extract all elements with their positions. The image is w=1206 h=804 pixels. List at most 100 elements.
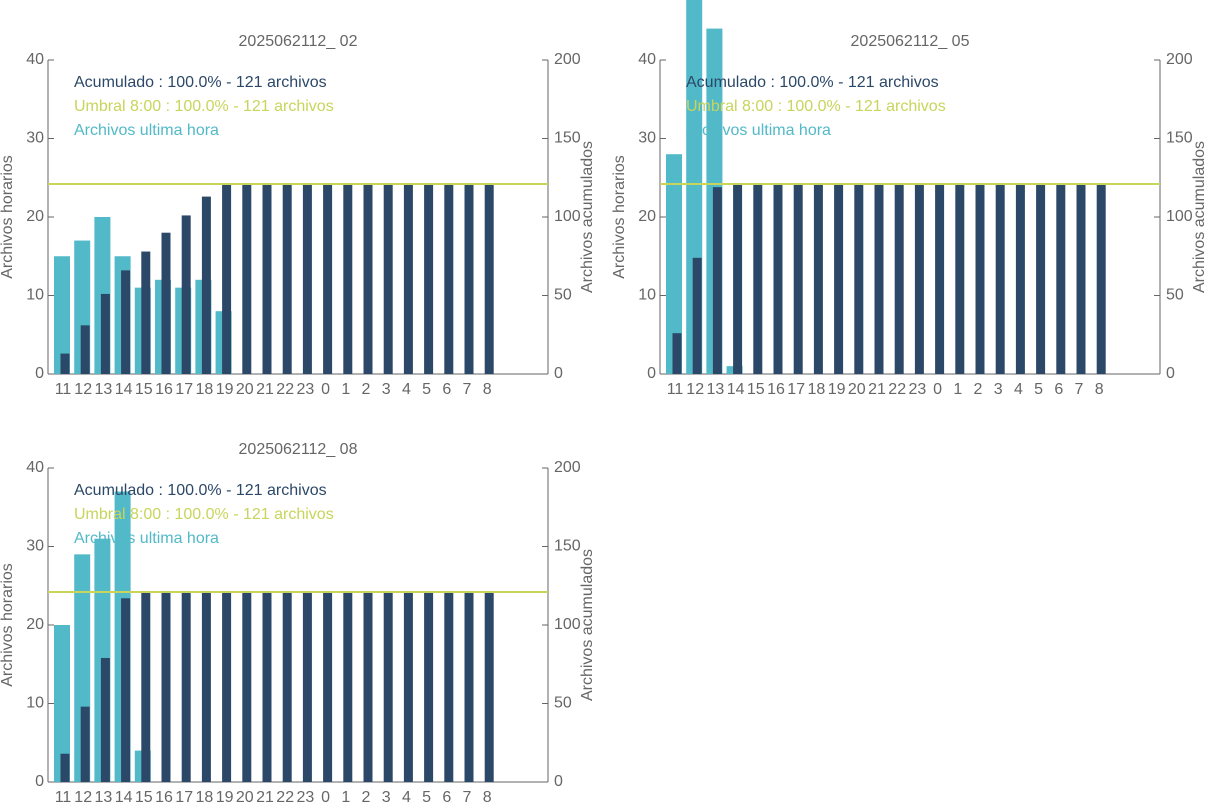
chart-title: 2025062112_ 05 bbox=[851, 33, 970, 50]
bar bbox=[302, 592, 312, 782]
y-axis-label: Archivos horarios bbox=[0, 155, 16, 279]
bar bbox=[201, 592, 211, 782]
bar bbox=[424, 184, 434, 374]
bar bbox=[813, 184, 823, 374]
bar bbox=[834, 184, 844, 374]
x-tick-label: 2 bbox=[362, 381, 371, 398]
bar bbox=[60, 353, 70, 374]
bar bbox=[100, 293, 110, 374]
x-tick-label: 5 bbox=[422, 789, 431, 804]
y2-axis-label: Archivos acumulados bbox=[1191, 141, 1206, 293]
y-tick-label: 30 bbox=[26, 538, 44, 555]
legend-entry: Archivos ultima hora bbox=[74, 530, 219, 547]
x-tick-label: 17 bbox=[787, 381, 805, 398]
bar bbox=[793, 184, 803, 374]
x-tick-label: 3 bbox=[382, 381, 391, 398]
x-tick-label: 16 bbox=[767, 381, 785, 398]
bar bbox=[894, 184, 904, 374]
x-tick-label: 7 bbox=[1075, 381, 1084, 398]
y2-tick-label: 200 bbox=[554, 459, 581, 476]
bar bbox=[161, 232, 171, 374]
y2-tick-label: 50 bbox=[554, 287, 572, 304]
bar bbox=[1096, 184, 1106, 374]
bar bbox=[464, 592, 474, 782]
chart-title: 2025062112_ 08 bbox=[239, 441, 358, 458]
bar bbox=[60, 753, 70, 782]
x-tick-label: 6 bbox=[442, 789, 451, 804]
y2-tick-label: 100 bbox=[554, 616, 581, 633]
legend-entry: Acumulado : 100.0% - 121 archivos bbox=[74, 482, 327, 499]
y-tick-label: 40 bbox=[26, 51, 44, 68]
bar bbox=[323, 592, 333, 782]
x-tick-label: 11 bbox=[55, 789, 72, 804]
bar bbox=[753, 184, 763, 374]
bar bbox=[181, 592, 191, 782]
x-tick-label: 14 bbox=[115, 381, 133, 398]
y-tick-label: 40 bbox=[638, 51, 656, 68]
x-tick-label: 20 bbox=[848, 381, 866, 398]
bar bbox=[242, 184, 252, 374]
legend-entry: Acumulado : 100.0% - 121 archivos bbox=[74, 74, 327, 91]
chart-title: 2025062112_ 02 bbox=[239, 33, 358, 50]
bar bbox=[80, 325, 90, 374]
x-tick-label: 21 bbox=[256, 381, 274, 398]
y2-tick-label: 0 bbox=[554, 365, 563, 382]
panel: 2025062112_ 02010203040050100150200Archi… bbox=[0, 33, 596, 398]
x-tick-label: 14 bbox=[115, 789, 133, 804]
x-tick-label: 3 bbox=[994, 381, 1003, 398]
x-tick-label: 23 bbox=[297, 789, 315, 804]
y-tick-label: 0 bbox=[35, 773, 44, 790]
x-tick-label: 5 bbox=[422, 381, 431, 398]
y-tick-label: 30 bbox=[638, 130, 656, 147]
y-tick-label: 20 bbox=[26, 208, 44, 225]
bar bbox=[54, 256, 70, 374]
x-tick-label: 14 bbox=[727, 381, 745, 398]
bar bbox=[181, 215, 191, 374]
bar bbox=[1015, 184, 1025, 374]
legend-entry: Umbral 8:00 : 100.0% - 121 archivos bbox=[74, 98, 334, 115]
x-tick-label: 23 bbox=[909, 381, 927, 398]
y-tick-label: 0 bbox=[647, 365, 656, 382]
bar bbox=[484, 184, 494, 374]
bar bbox=[282, 184, 292, 374]
bar bbox=[80, 706, 90, 782]
x-tick-label: 19 bbox=[216, 381, 234, 398]
x-tick-label: 16 bbox=[155, 381, 173, 398]
bar bbox=[343, 184, 353, 374]
x-tick-label: 13 bbox=[95, 381, 113, 398]
x-tick-label: 1 bbox=[953, 381, 962, 398]
bar bbox=[100, 657, 110, 782]
bar bbox=[935, 184, 945, 374]
x-tick-label: 6 bbox=[1054, 381, 1063, 398]
x-tick-label: 3 bbox=[382, 789, 391, 804]
legend-entry: Umbral 8:00 : 100.0% - 121 archivos bbox=[686, 98, 946, 115]
x-tick-label: 0 bbox=[933, 381, 942, 398]
bar bbox=[995, 184, 1005, 374]
y2-tick-label: 50 bbox=[554, 695, 572, 712]
x-tick-label: 18 bbox=[808, 381, 826, 398]
bar bbox=[955, 184, 965, 374]
bar bbox=[1056, 184, 1066, 374]
y2-tick-label: 100 bbox=[554, 208, 581, 225]
y2-tick-label: 150 bbox=[1166, 130, 1193, 147]
bar bbox=[712, 187, 722, 374]
bar bbox=[666, 154, 682, 374]
y2-tick-label: 200 bbox=[1166, 51, 1193, 68]
y-tick-label: 30 bbox=[26, 130, 44, 147]
x-tick-label: 15 bbox=[135, 381, 153, 398]
bar bbox=[222, 592, 232, 782]
bar bbox=[161, 592, 171, 782]
panel: 2025062112_ 05010203040050100150200Archi… bbox=[611, 0, 1206, 398]
x-tick-label: 19 bbox=[828, 381, 846, 398]
x-tick-label: 8 bbox=[483, 789, 492, 804]
x-tick-label: 16 bbox=[155, 789, 173, 804]
panel: 2025062112_ 08010203040050100150200Archi… bbox=[0, 441, 596, 804]
x-tick-label: 13 bbox=[95, 789, 113, 804]
x-tick-label: 7 bbox=[463, 381, 472, 398]
x-tick-label: 11 bbox=[667, 381, 684, 398]
x-tick-label: 19 bbox=[216, 789, 234, 804]
y2-axis-label: Archivos acumulados bbox=[579, 141, 596, 293]
x-tick-label: 7 bbox=[463, 789, 472, 804]
x-tick-label: 2 bbox=[362, 789, 371, 804]
